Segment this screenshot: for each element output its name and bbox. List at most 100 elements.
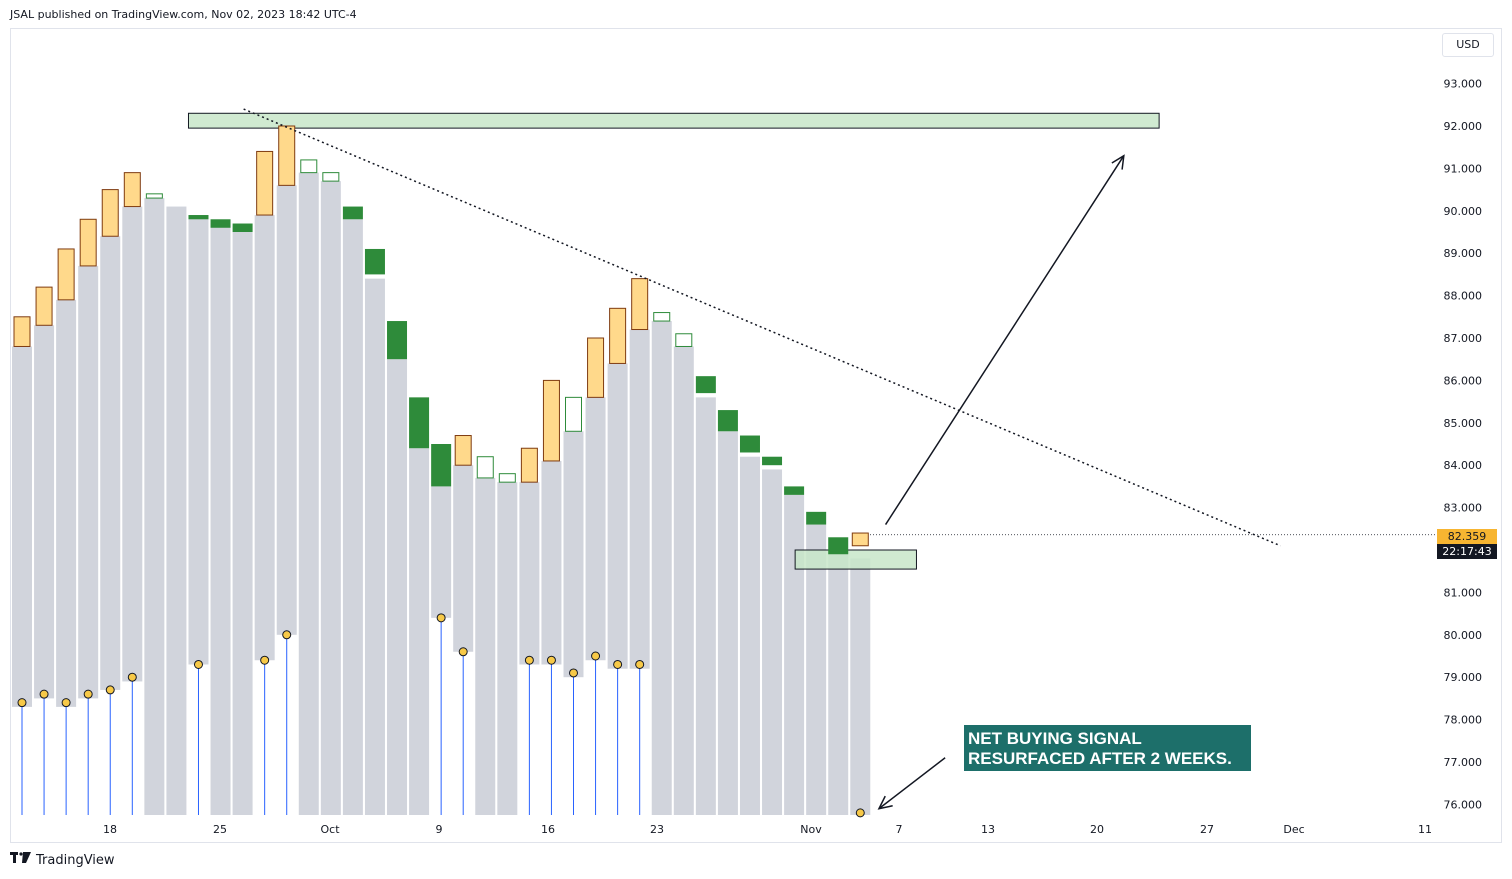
last-price-tag: 82.359 bbox=[1437, 529, 1497, 544]
target-arrow bbox=[884, 155, 1125, 525]
volume-bar bbox=[607, 363, 628, 669]
y-tick-label: 77.000 bbox=[1444, 756, 1483, 769]
y-tick-label: 87.000 bbox=[1444, 332, 1483, 345]
y-tick-label: 84.000 bbox=[1444, 459, 1483, 472]
signal-marker bbox=[193, 659, 203, 669]
volume-bar bbox=[762, 469, 783, 815]
hollow-candle bbox=[675, 333, 693, 347]
bear-candle bbox=[364, 248, 385, 275]
bull-candle bbox=[256, 150, 274, 216]
currency-selector[interactable]: USD bbox=[1442, 33, 1494, 57]
annotation-line-1: NET BUYING SIGNAL bbox=[968, 729, 1142, 748]
volume-bar bbox=[56, 299, 77, 707]
signal-annotation: NET BUYING SIGNAL RESURFACED AFTER 2 WEE… bbox=[964, 725, 1251, 771]
volume-bar bbox=[453, 465, 474, 652]
bull-candle bbox=[79, 218, 97, 267]
hollow-candle bbox=[322, 172, 340, 182]
y-tick-label: 91.000 bbox=[1444, 162, 1483, 175]
signal-marker bbox=[105, 685, 115, 695]
signal-marker bbox=[17, 698, 27, 708]
bull-candle bbox=[851, 532, 869, 547]
x-tick-label: 20 bbox=[1090, 823, 1104, 836]
bear-candle bbox=[784, 486, 805, 495]
volume-bar bbox=[695, 397, 716, 815]
signal-marker bbox=[524, 655, 534, 665]
volume-bar bbox=[563, 431, 584, 678]
y-tick-label: 89.000 bbox=[1444, 247, 1483, 260]
volume-bar bbox=[651, 321, 672, 815]
bear-candle bbox=[828, 537, 849, 555]
hollow-candle bbox=[476, 456, 494, 479]
publish-info: JSAL published on TradingView.com, Nov 0… bbox=[10, 8, 357, 21]
signal-arrow-head bbox=[877, 795, 893, 810]
x-tick-label: 27 bbox=[1200, 823, 1214, 836]
volume-bar bbox=[519, 482, 540, 665]
volume-bar bbox=[806, 524, 827, 815]
bear-candle bbox=[210, 219, 231, 228]
volume-bar bbox=[188, 215, 209, 665]
hollow-candle bbox=[498, 473, 516, 483]
y-tick-label: 86.000 bbox=[1444, 374, 1483, 387]
bear-candle bbox=[409, 397, 430, 449]
bull-candle bbox=[542, 379, 560, 462]
bear-candle bbox=[232, 223, 253, 232]
bull-candle bbox=[609, 307, 627, 364]
volume-bar bbox=[276, 185, 297, 635]
signal-marker bbox=[127, 672, 137, 682]
x-tick-label: Dec bbox=[1283, 823, 1304, 836]
x-tick-label: 16 bbox=[541, 823, 555, 836]
signal-marker bbox=[260, 655, 270, 665]
bear-candle bbox=[188, 215, 209, 220]
signal-marker bbox=[569, 668, 578, 678]
x-tick-label: 18 bbox=[103, 823, 117, 836]
volume-bar bbox=[497, 482, 518, 815]
y-tick-label: 83.000 bbox=[1444, 502, 1483, 515]
zone-box bbox=[794, 549, 917, 570]
y-tick-label: 76.000 bbox=[1444, 798, 1483, 811]
volume-bar bbox=[739, 456, 760, 815]
volume-bar bbox=[78, 265, 99, 699]
bull-candle bbox=[123, 172, 141, 208]
target-arrow-head bbox=[1111, 154, 1125, 170]
signal-marker bbox=[39, 689, 49, 699]
countdown-tag: 22:17:43 bbox=[1437, 544, 1497, 559]
y-tick-label: 78.000 bbox=[1444, 714, 1483, 727]
bear-candle bbox=[431, 444, 452, 487]
signal-arrow bbox=[878, 757, 946, 810]
y-tick-label: 90.000 bbox=[1444, 205, 1483, 218]
footer-brand: TradingView bbox=[36, 852, 115, 868]
x-tick-label: 9 bbox=[436, 823, 443, 836]
bull-candle bbox=[35, 286, 53, 326]
x-tick-label: 23 bbox=[650, 823, 664, 836]
volume-bar bbox=[342, 219, 363, 815]
y-tick-label: 85.000 bbox=[1444, 417, 1483, 430]
bull-candle bbox=[101, 189, 119, 237]
zone-box bbox=[187, 112, 1160, 129]
volume-bar bbox=[850, 558, 871, 815]
volume-bar bbox=[364, 278, 385, 815]
bear-candle bbox=[806, 511, 827, 525]
bear-candle bbox=[739, 435, 760, 453]
volume-bar bbox=[254, 215, 275, 661]
volume-bar bbox=[784, 494, 805, 815]
y-tick-label: 81.000 bbox=[1444, 586, 1483, 599]
signal-marker bbox=[855, 808, 865, 818]
footer[interactable]: TradingView bbox=[10, 852, 115, 868]
signal-marker bbox=[635, 659, 645, 669]
volume-bar bbox=[717, 431, 738, 815]
volume-bar bbox=[210, 223, 231, 815]
y-tick-label: 92.000 bbox=[1444, 120, 1483, 133]
volume-bar bbox=[673, 346, 694, 815]
volume-bar bbox=[34, 325, 55, 699]
volume-bar bbox=[144, 198, 165, 815]
volume-bar bbox=[629, 329, 650, 669]
y-tick-label: 79.000 bbox=[1444, 671, 1483, 684]
bull-candle bbox=[631, 278, 649, 331]
signal-marker bbox=[613, 659, 623, 669]
signal-marker bbox=[83, 689, 93, 699]
signal-marker bbox=[546, 655, 556, 665]
x-tick-label: Oct bbox=[320, 823, 340, 836]
tradingview-logo-icon bbox=[10, 852, 32, 868]
bull-candle bbox=[57, 248, 75, 301]
